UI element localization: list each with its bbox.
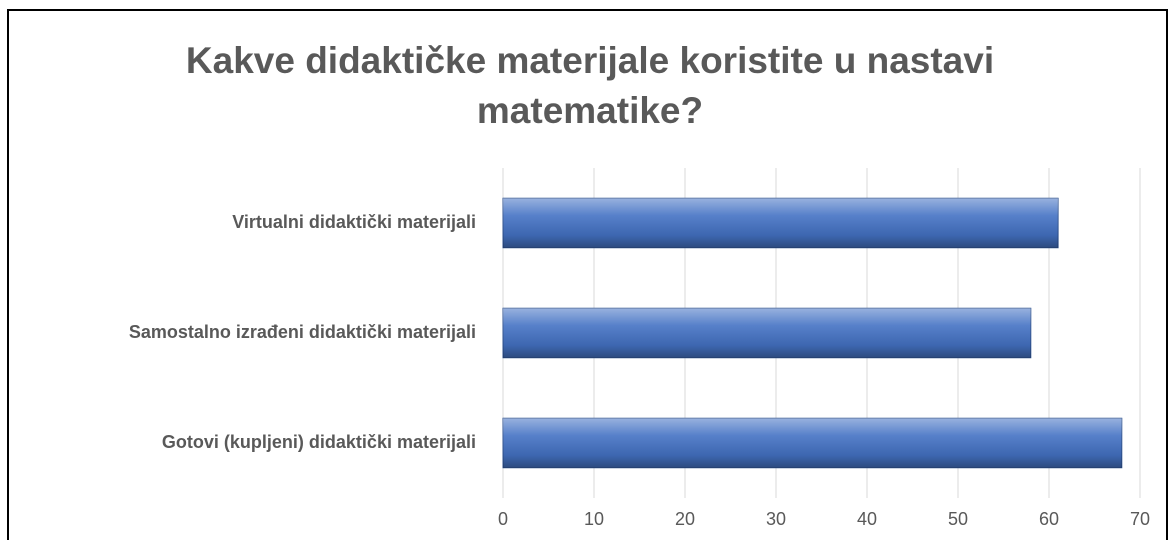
x-tick-label: 0 [498, 509, 508, 529]
x-tick-label: 50 [948, 509, 968, 529]
y-tick-label: Samostalno izrađeni didaktički materijal… [129, 322, 476, 342]
y-tick-label: Virtualni didaktički materijali [232, 212, 476, 232]
x-tick-label: 70 [1130, 509, 1150, 529]
x-tick-label: 20 [675, 509, 695, 529]
x-tick-label: 10 [584, 509, 604, 529]
frame [7, 9, 1168, 540]
x-tick-label: 40 [857, 509, 877, 529]
bar [502, 307, 1032, 359]
y-tick-label: Gotovi (kupljeni) didaktički materijali [162, 432, 476, 452]
x-tick-label: 30 [766, 509, 786, 529]
bar [502, 417, 1123, 469]
bar [502, 197, 1059, 249]
chart-title: Kakve didaktičke materijale koristite u … [185, 40, 995, 131]
x-tick-label: 60 [1039, 509, 1059, 529]
